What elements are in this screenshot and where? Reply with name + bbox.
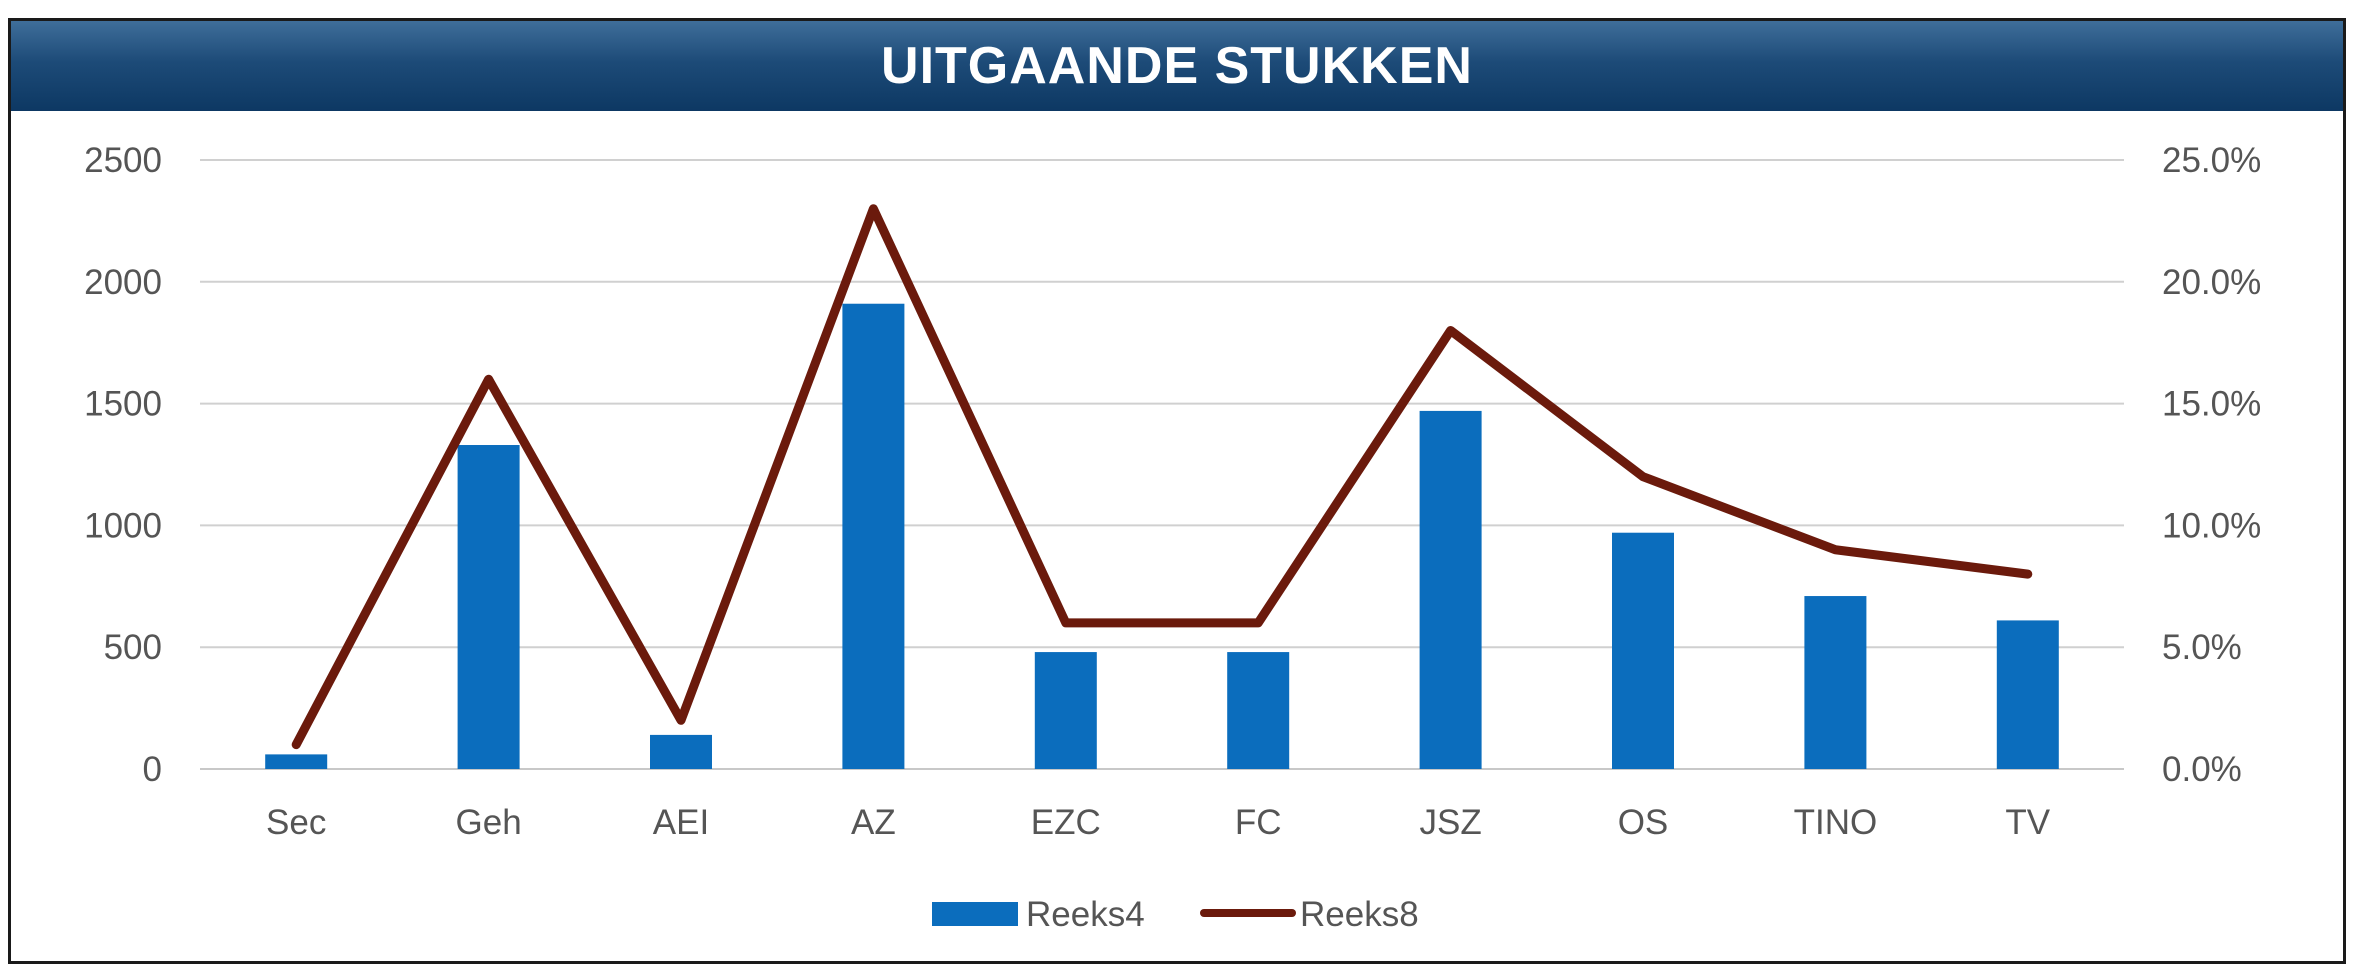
y-tick-label: 2000 (84, 263, 162, 302)
x-tick-label: TINO (1794, 803, 1878, 842)
x-tick-label: TV (2005, 803, 2050, 842)
y2-tick-label: 25.0% (2162, 141, 2261, 180)
x-tick-label: OS (1618, 803, 1669, 842)
bar-tv (1996, 620, 2059, 769)
bar-az (842, 303, 905, 769)
line-point-jsz (1449, 329, 1452, 332)
line-point-aei (680, 719, 682, 722)
y2-tick-label: 15.0% (2162, 385, 2261, 424)
bar-tino (1804, 596, 1867, 769)
gridlines (200, 159, 2124, 770)
bar-jsz (1419, 410, 1482, 769)
bar-geh (457, 445, 520, 769)
y-tick-label: 1500 (84, 385, 162, 424)
line-point-os (1642, 475, 1644, 478)
y2-tick-label: 0.0% (2162, 750, 2242, 789)
y2-tick-label: 5.0% (2162, 628, 2242, 667)
chart-frame: UITGAANDE STUKKEN (8, 18, 2346, 964)
legend: Reeks4 Reeks8 (932, 895, 1419, 934)
bar-series-reeks4 (265, 303, 2059, 769)
line-point-tv (2026, 573, 2029, 576)
x-tick-label: AZ (851, 803, 896, 842)
line-series-reeks8 (291, 204, 2033, 750)
x-tick-label: Geh (456, 803, 522, 842)
y2-tick-label: 20.0% (2162, 263, 2261, 302)
y-tick-label: 500 (104, 628, 162, 667)
line-point-sec (295, 743, 298, 746)
left-axis-ticks: 0 500 1000 1500 2000 2500 (84, 141, 162, 789)
x-tick-label: AEI (653, 803, 709, 842)
line-point-tino (1834, 548, 1837, 551)
x-tick-label: FC (1235, 803, 1282, 842)
y2-tick-label: 10.0% (2162, 506, 2261, 545)
bar-fc (1227, 652, 1290, 769)
y-tick-label: 2500 (84, 141, 162, 180)
legend-swatch-reeks4 (932, 902, 1018, 926)
bar-sec (265, 754, 328, 769)
line-point-ezc (1064, 621, 1067, 624)
legend-label-reeks8: Reeks8 (1300, 895, 1419, 934)
series-line-reeks8 (291, 204, 2033, 750)
chart-header: UITGAANDE STUKKEN (11, 21, 2343, 111)
legend-label-reeks4: Reeks4 (1026, 895, 1145, 934)
line-point-az (872, 207, 875, 210)
y-tick-label: 0 (143, 750, 162, 789)
right-axis-ticks: 0.0% 5.0% 10.0% 15.0% 20.0% 25.0% (2162, 141, 2261, 789)
chart-title: UITGAANDE STUKKEN (881, 37, 1473, 95)
line-point-geh (487, 378, 490, 381)
y-tick-label: 1000 (84, 506, 162, 545)
x-tick-label: JSZ (1419, 803, 1481, 842)
bar-ezc (1034, 652, 1097, 769)
x-tick-label: Sec (266, 803, 326, 842)
x-tick-label: EZC (1031, 803, 1101, 842)
bar-os (1612, 532, 1674, 769)
bar-aei (650, 734, 712, 769)
category-axis-ticks: Sec Geh AEI AZ EZC FC JSZ OS TINO TV (266, 803, 2051, 842)
line-point-fc (1257, 621, 1260, 624)
